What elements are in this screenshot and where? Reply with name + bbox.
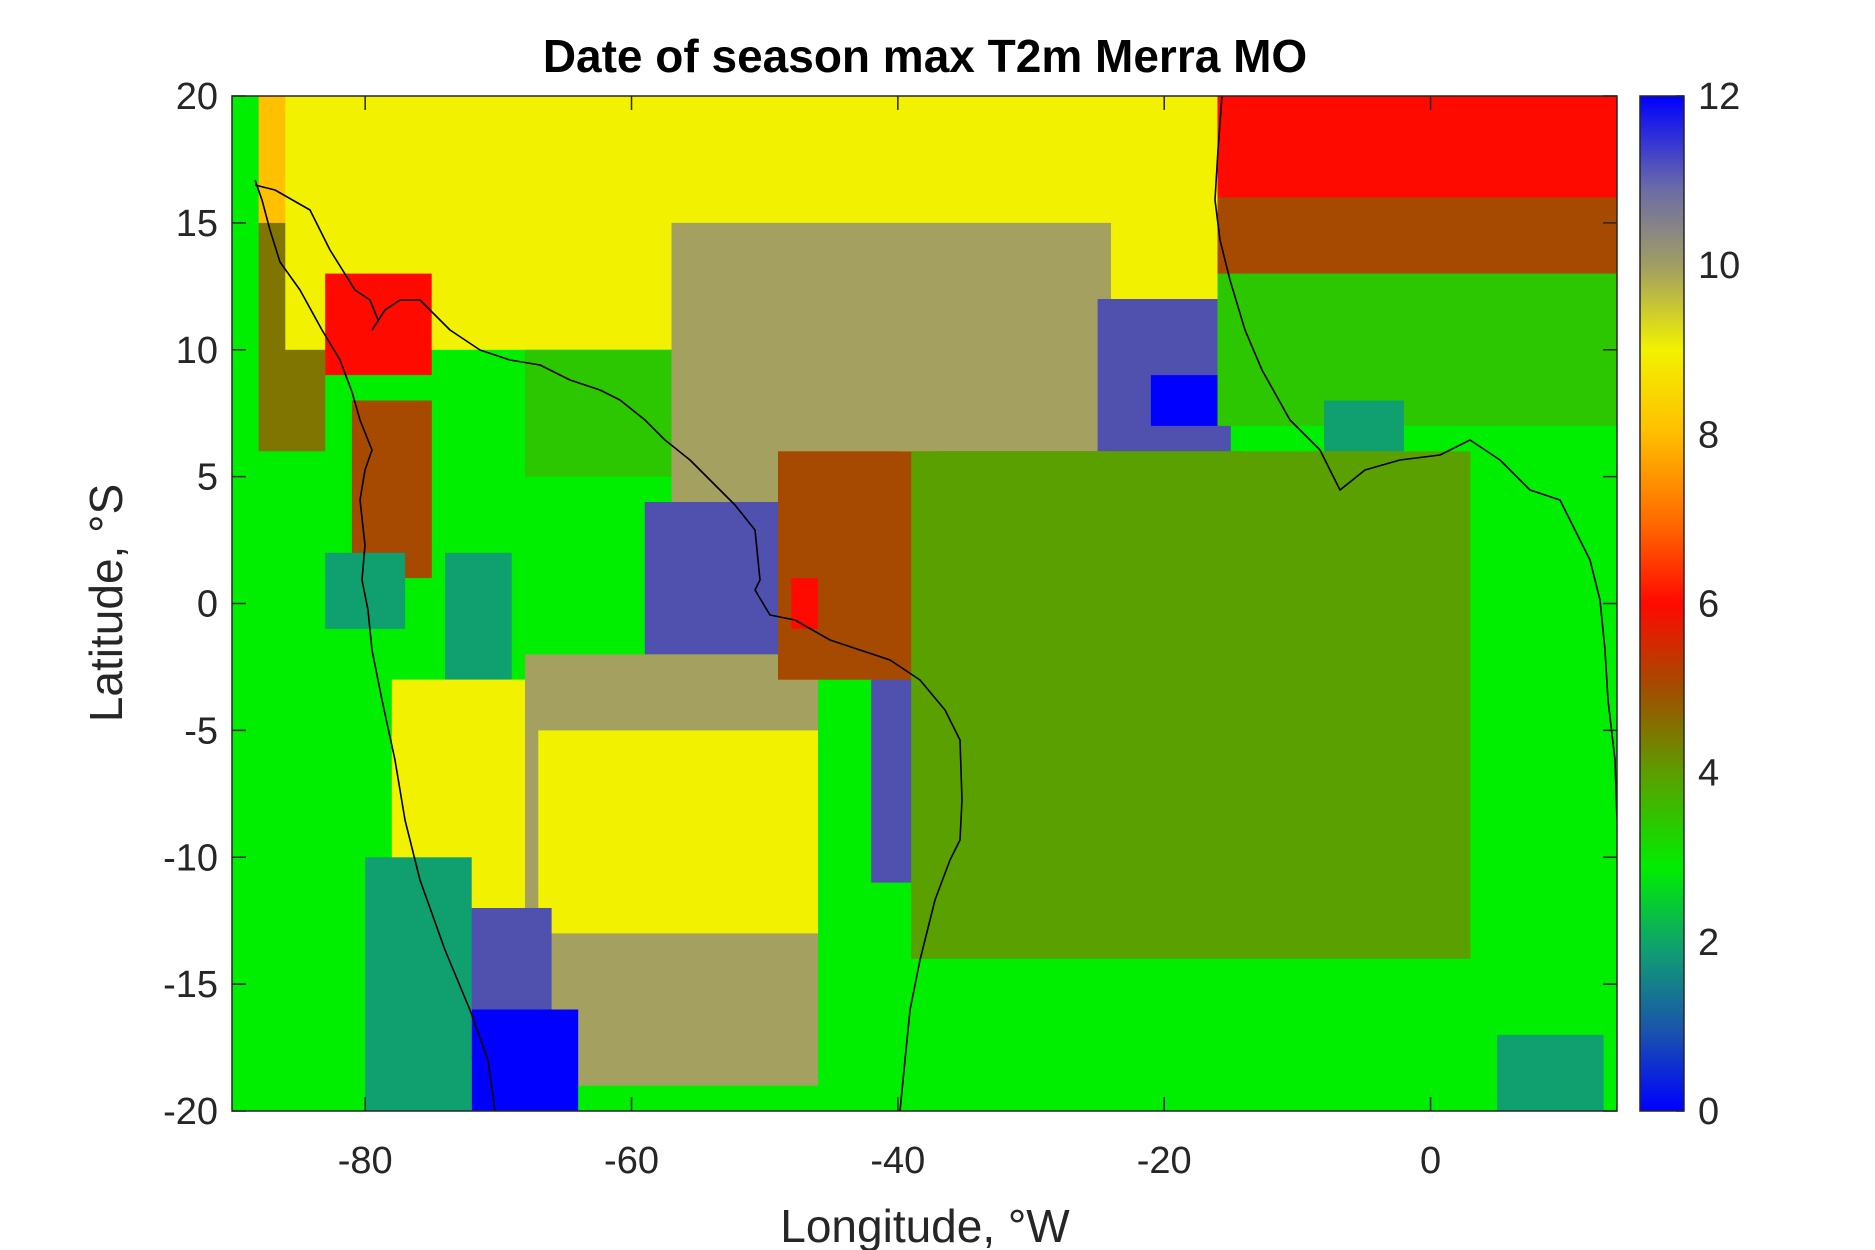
region-cell-21	[791, 578, 818, 629]
coastline-amazon-delta	[754, 589, 963, 1111]
coastline-south-america-north	[371, 299, 761, 591]
region-cell-4	[325, 273, 432, 376]
colorbar-tick-label-3: 6	[1698, 584, 1719, 626]
region-cell-6	[325, 552, 406, 629]
season-max-regions	[232, 96, 1617, 1111]
y-tick-label-8: -20	[163, 1091, 218, 1133]
colorbar-tick-label-4: 4	[1698, 753, 1719, 795]
region-cell-14	[644, 502, 778, 655]
y-axis-title: Latitude, °S	[80, 484, 132, 722]
y-tick-label-4: 0	[197, 584, 218, 626]
colorbar-tick-label-6: 0	[1698, 1091, 1719, 1133]
region-cell-19	[1150, 375, 1218, 426]
plot-area	[232, 96, 1617, 1111]
colorbar-tick-label-2: 8	[1698, 414, 1719, 456]
coastlines	[254, 96, 1617, 1111]
y-tick-label-0: 20	[176, 76, 218, 118]
region-cell-25	[1324, 400, 1404, 452]
region-cell-11	[538, 730, 818, 934]
region-cell-28	[365, 857, 472, 1111]
colorbar	[1639, 95, 1685, 1112]
x-axis-title: Longitude, °W	[780, 1200, 1070, 1250]
region-cell-27	[1497, 1034, 1604, 1111]
y-tick-label-2: 10	[176, 330, 218, 372]
y-tick-label-5: -5	[184, 710, 218, 752]
x-tick-label-3: -20	[1137, 1140, 1192, 1182]
colorbar-tick-label-5: 2	[1698, 922, 1719, 964]
region-cell-8	[525, 349, 672, 477]
x-tick-label-1: -60	[604, 1140, 659, 1182]
x-tick-label-2: -40	[870, 1140, 925, 1182]
colorbar-tick-label-0: 12	[1698, 76, 1740, 118]
x-tick-labels: -80 -60 -40 -20 0	[338, 1140, 1441, 1182]
region-cell-7	[445, 552, 512, 680]
x-tick-label-4: 0	[1420, 1140, 1441, 1182]
colorbar-tick-labels: 12 10 8 6 4 2 0	[1698, 76, 1740, 1133]
region-cell-24	[1217, 273, 1617, 426]
chart-title: Date of season max T2m Merra MO	[543, 30, 1307, 82]
coastline-africa-west	[1214, 96, 1617, 821]
y-tick-label-7: -15	[163, 964, 218, 1006]
region-cell-17	[471, 1009, 579, 1111]
y-tick-label-6: -10	[163, 837, 218, 879]
coastline-central-america	[254, 184, 379, 321]
coastline-south-america-west	[254, 179, 496, 1111]
region-cell-26	[911, 451, 1471, 959]
y-tick-labels: 20 15 10 5 0 -5 -10 -15 -20	[163, 76, 218, 1133]
y-tick-label-3: 5	[197, 457, 218, 499]
y-tick-label-1: 15	[176, 203, 218, 245]
colorbar-tick-label-1: 10	[1698, 245, 1740, 287]
x-tick-label-0: -80	[338, 1140, 393, 1182]
